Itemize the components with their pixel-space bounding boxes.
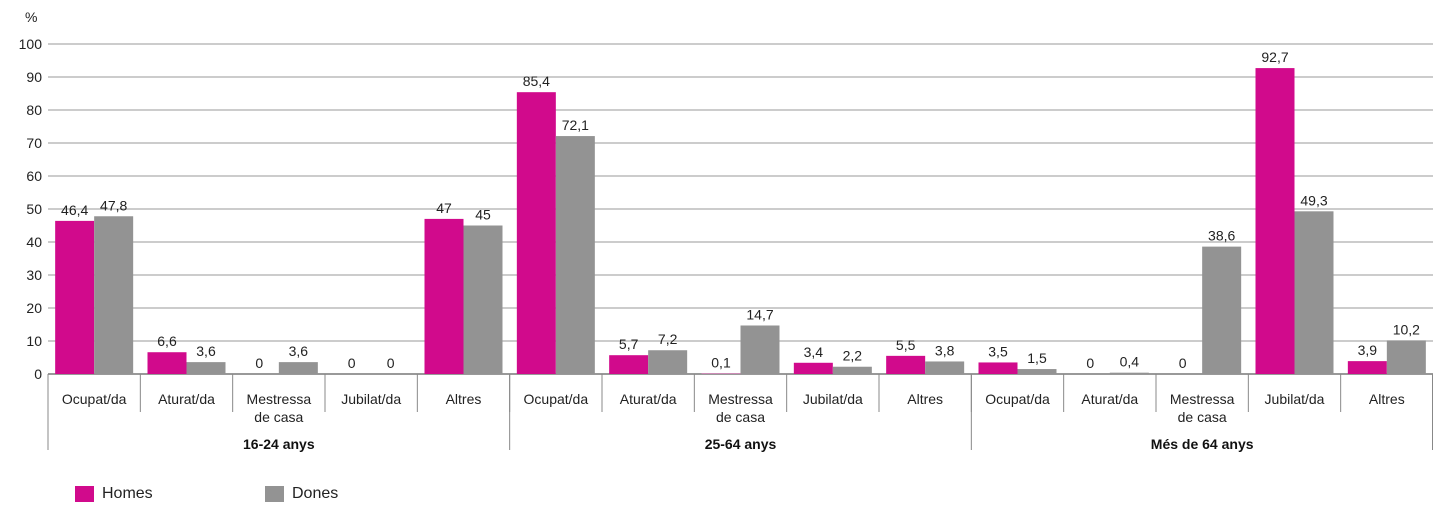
data-label: 47 — [436, 200, 452, 216]
bar-homes — [978, 362, 1018, 374]
data-label: 38,6 — [1208, 228, 1235, 244]
category-label: Mestressa — [1170, 391, 1235, 407]
category-label: Aturat/da — [620, 391, 677, 407]
bar-homes — [1255, 68, 1295, 374]
bar-homes — [609, 355, 649, 374]
category-label: Jubilat/da — [803, 391, 863, 407]
gridlines — [48, 43, 1433, 375]
bar-dones — [1294, 211, 1334, 374]
bar-dones — [832, 366, 872, 374]
data-label: 3,6 — [289, 343, 309, 359]
category-label: Aturat/da — [1081, 391, 1138, 407]
bar-dones — [555, 136, 595, 374]
bar-dones — [186, 362, 226, 374]
data-label: 6,6 — [157, 333, 177, 349]
y-tick-label: 60 — [26, 168, 42, 184]
data-label: 2,2 — [843, 348, 863, 364]
category-label: Altres — [1369, 391, 1405, 407]
x-axis: Ocupat/da Aturat/da Mestressa de casa Jubila… — [47, 374, 1433, 452]
bar-dones — [1109, 372, 1149, 374]
legend-item-homes: Homes — [75, 485, 153, 503]
y-tick-label: 0 — [34, 366, 42, 382]
category-label: Mestressa — [708, 391, 773, 407]
y-axis-unit-label: % — [25, 9, 37, 25]
category-label: Ocupat/da — [524, 391, 589, 407]
data-label: 92,7 — [1261, 49, 1288, 65]
data-label: 3,4 — [804, 344, 824, 360]
legend-label-dones: Dones — [292, 485, 339, 502]
data-label: 85,4 — [523, 73, 550, 89]
bar-dones — [1386, 340, 1426, 374]
data-label: 0,4 — [1120, 354, 1140, 370]
data-label: 3,8 — [935, 342, 955, 358]
data-label: 46,4 — [61, 202, 88, 218]
data-label: 0 — [255, 355, 263, 371]
category-label: de casa — [716, 409, 765, 425]
bar-dones — [740, 325, 780, 374]
bar-homes — [55, 220, 95, 374]
data-label: 45 — [475, 207, 491, 223]
category-label: Ocupat/da — [985, 391, 1050, 407]
data-label: 3,6 — [196, 343, 216, 359]
data-label: 0 — [1179, 355, 1187, 371]
bar-homes — [424, 218, 464, 374]
category-label: Altres — [446, 391, 482, 407]
bar-homes — [793, 362, 833, 374]
data-label: 0 — [387, 355, 395, 371]
bar-dones — [94, 216, 134, 374]
data-label: 14,7 — [746, 306, 773, 322]
category-label: de casa — [254, 409, 303, 425]
data-label: 1,5 — [1027, 350, 1047, 366]
data-label: 5,5 — [896, 337, 916, 353]
group-label: Més de 64 anys — [1151, 436, 1254, 452]
data-label: 0 — [348, 355, 356, 371]
y-tick-label: 40 — [26, 234, 42, 250]
category-label: Mestressa — [247, 391, 312, 407]
data-label: 3,5 — [988, 343, 1008, 359]
y-tick-label: 90 — [26, 69, 42, 85]
y-tick-label: 70 — [26, 135, 42, 151]
y-axis-ticks: 0 10 20 30 40 50 60 70 80 90 100 — [19, 36, 43, 382]
bar-homes — [147, 352, 187, 374]
data-label: 5,7 — [619, 336, 639, 352]
legend-swatch-homes — [75, 486, 94, 502]
bar-homes — [886, 355, 926, 374]
data-label: 49,3 — [1300, 192, 1327, 208]
y-tick-label: 20 — [26, 300, 42, 316]
y-tick-label: 80 — [26, 102, 42, 118]
category-label: Jubilat/da — [1265, 391, 1325, 407]
data-label: 0,1 — [711, 355, 731, 371]
data-label: 0 — [1086, 355, 1094, 371]
bar-dones — [1017, 369, 1057, 374]
group-label: 25-64 anys — [705, 436, 777, 452]
y-tick-label: 30 — [26, 267, 42, 283]
data-label: 47,8 — [100, 197, 127, 213]
category-label: de casa — [1178, 409, 1227, 425]
legend-item-dones: Dones — [265, 485, 338, 503]
data-label: 7,2 — [658, 331, 678, 347]
data-label: 10,2 — [1393, 321, 1420, 337]
category-label: Jubilat/da — [341, 391, 401, 407]
y-tick-label: 100 — [19, 36, 43, 52]
bars: 46,4 47,8 6,6 3,6 0 3,6 0 0 47 45 85,4 72,1 5,7 7,2 0,… — [55, 49, 1426, 375]
bar-dones — [463, 225, 503, 374]
bar-dones — [925, 361, 965, 374]
bar-homes — [1347, 361, 1387, 374]
category-label: Ocupat/da — [62, 391, 127, 407]
category-label: Altres — [907, 391, 943, 407]
bar-dones — [648, 350, 688, 374]
bar-homes — [516, 92, 556, 375]
bar-dones — [1202, 246, 1242, 374]
data-label: 72,1 — [562, 117, 589, 133]
legend-swatch-dones — [265, 486, 284, 502]
category-label: Aturat/da — [158, 391, 215, 407]
y-tick-label: 50 — [26, 201, 42, 217]
bar-dones — [278, 362, 318, 374]
group-label: 16-24 anys — [243, 436, 315, 452]
y-tick-label: 10 — [26, 333, 42, 349]
legend-label-homes: Homes — [102, 485, 153, 502]
data-label: 3,9 — [1358, 342, 1378, 358]
